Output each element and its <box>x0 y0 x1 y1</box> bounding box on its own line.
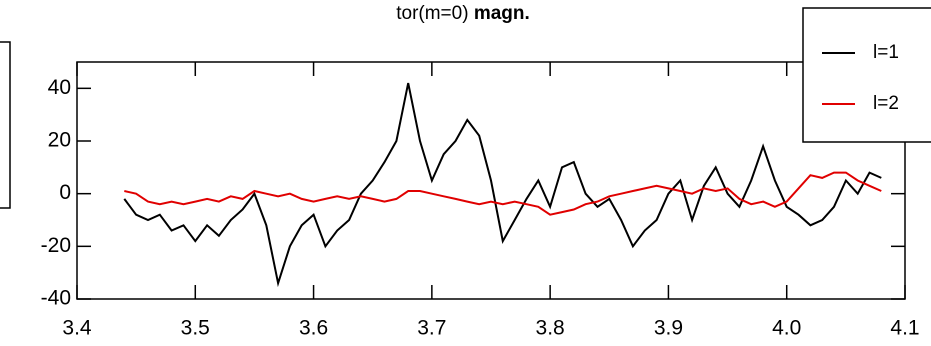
x-tick-label: 3.8 <box>536 317 565 340</box>
x-tick-label: 4.1 <box>890 317 919 340</box>
chart-title: tor(m=0) magn. <box>396 3 530 24</box>
y-tick-label: -20 <box>41 234 71 257</box>
plot-frame <box>76 61 906 300</box>
legend-box <box>802 7 931 143</box>
x-tick-label: 3.7 <box>417 317 446 340</box>
y-tick-label: 20 <box>48 129 71 152</box>
cut-off-box <box>0 41 11 209</box>
x-tick-label: 3.6 <box>299 317 328 340</box>
title-bold: magn. <box>474 3 530 24</box>
x-tick-label: 4.0 <box>772 317 801 340</box>
line-series <box>124 171 882 216</box>
line-series <box>123 82 882 288</box>
legend-label: l=1 <box>873 42 899 63</box>
x-tick-label: 3.9 <box>654 317 683 340</box>
legend-label: l=2 <box>873 93 899 114</box>
y-tick-label: -40 <box>41 287 71 310</box>
x-tick-label: 3.4 <box>62 317 92 340</box>
y-tick-label: 0 <box>59 181 71 204</box>
title-text: tor(m=0) <box>396 3 468 24</box>
y-tick-label: 40 <box>48 76 71 99</box>
x-tick-label: 3.5 <box>181 317 210 340</box>
